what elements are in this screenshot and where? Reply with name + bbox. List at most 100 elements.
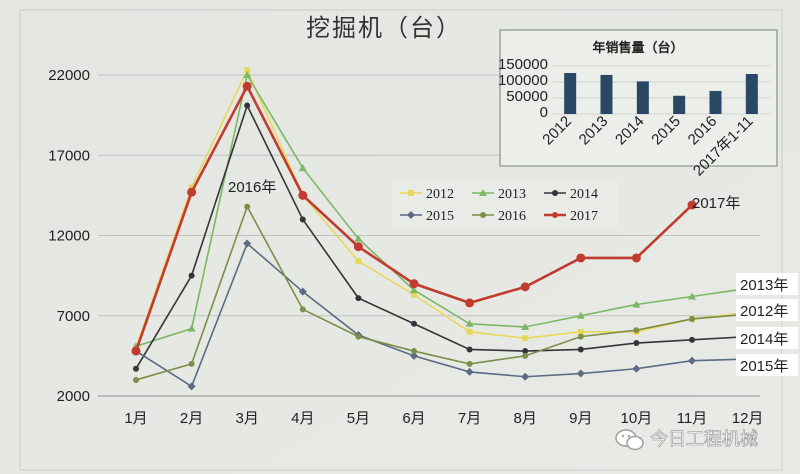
data-point	[632, 300, 641, 308]
x-tick-label: 1月	[124, 410, 147, 427]
data-point	[355, 333, 362, 340]
inset-y-tick-label: 150000	[498, 56, 548, 73]
data-point	[299, 216, 306, 223]
data-point	[466, 328, 473, 335]
data-point	[355, 295, 362, 302]
data-point	[577, 333, 584, 340]
data-point	[465, 319, 474, 327]
data-point	[299, 306, 306, 313]
y-tick-label: 22000	[48, 67, 90, 84]
data-point	[243, 71, 252, 78]
series-line	[135, 242, 748, 388]
x-tick-label: 2月	[180, 410, 203, 427]
data-point	[133, 376, 139, 383]
legend-item-2015: 2015	[400, 209, 454, 224]
inset-y-tick-label: 100000	[498, 72, 548, 89]
y-tick-label: 12000	[48, 228, 90, 245]
data-point	[576, 369, 585, 378]
x-tick-label: 8月	[514, 410, 537, 427]
y-tick-label: 17000	[48, 147, 90, 164]
x-tick-label: 7月	[458, 410, 481, 427]
data-point	[633, 340, 640, 347]
legend-item-2014: 2014	[544, 187, 598, 202]
data-point	[631, 253, 641, 263]
legend: 2012 2013 2014 2015 2016 2017	[392, 180, 618, 228]
x-tick-label: 3月	[236, 410, 259, 427]
legend-label: 2013	[498, 187, 526, 202]
data-point	[520, 282, 530, 292]
data-point	[298, 190, 308, 200]
data-point	[409, 279, 419, 289]
watermark: 今日工程机械	[615, 429, 758, 451]
data-point	[187, 382, 196, 391]
inset-bar	[709, 90, 722, 114]
data-point	[187, 324, 196, 332]
label-bg-2015	[736, 354, 798, 376]
data-point	[522, 335, 529, 342]
data-point	[521, 322, 530, 330]
y-axis-ticks: 22000 17000 12000 7000 2000	[48, 67, 90, 405]
wechat-icon	[615, 429, 644, 451]
data-point	[466, 360, 473, 367]
legend-box	[392, 180, 618, 228]
x-tick-label: 9月	[569, 410, 592, 427]
label-bg-2014	[736, 327, 798, 349]
series-line	[135, 68, 748, 349]
series-line	[135, 72, 748, 348]
legend-label: 2012	[426, 187, 454, 202]
legend-label: 2015	[426, 209, 454, 224]
annotation-2017: 2017年	[692, 195, 740, 212]
data-point	[187, 187, 197, 197]
data-point	[577, 346, 584, 353]
data-point	[632, 364, 641, 373]
data-point	[522, 352, 529, 359]
legend-item-2016: 2016	[472, 209, 526, 224]
series-line	[135, 204, 748, 381]
data-point	[354, 234, 363, 242]
x-tick-label: 5月	[347, 410, 370, 427]
inset-bar	[600, 74, 613, 114]
data-point	[576, 253, 586, 263]
series-line	[135, 103, 748, 370]
watermark-text: 今日工程机械	[650, 429, 758, 450]
annotation-2016: 2016年	[228, 179, 276, 196]
data-point	[244, 102, 251, 109]
data-point	[411, 348, 417, 355]
legend-item-2013: 2013	[472, 187, 526, 202]
data-point	[242, 81, 252, 91]
legend-label: 2016	[498, 209, 526, 224]
series-2017	[131, 81, 697, 356]
inset-title: 年销售量（台）	[592, 40, 683, 56]
inset-bar	[673, 95, 686, 114]
data-point	[576, 311, 585, 319]
inset-y-tick-label: 50000	[506, 88, 548, 105]
data-point	[188, 184, 195, 191]
data-point	[633, 327, 640, 334]
inset-y-tick-label: 0	[540, 104, 548, 121]
x-axis-ticks: 1月 2月 3月 4月 5月 6月 7月 8月 9月 10月 11月 12月	[124, 410, 763, 427]
plot-frame	[19, 9, 783, 471]
data-point	[353, 242, 363, 252]
x-tick-label: 10月	[621, 410, 653, 427]
data-point	[298, 287, 307, 296]
annotation-2013: 2013年	[740, 277, 788, 294]
data-point	[411, 320, 417, 327]
data-point	[687, 200, 697, 210]
data-point	[411, 291, 417, 298]
legend-label: 2014	[570, 187, 598, 202]
inset-bar	[745, 74, 758, 114]
data-point	[410, 351, 418, 360]
x-tick-label: 11月	[677, 410, 708, 427]
data-point	[465, 298, 475, 308]
data-point	[521, 372, 530, 381]
data-point	[244, 203, 251, 210]
y-tick-label: 7000	[57, 308, 90, 325]
data-point	[355, 258, 362, 265]
label-bg-2013	[736, 273, 798, 295]
data-point	[131, 346, 141, 356]
legend-label: 2017	[570, 209, 598, 224]
